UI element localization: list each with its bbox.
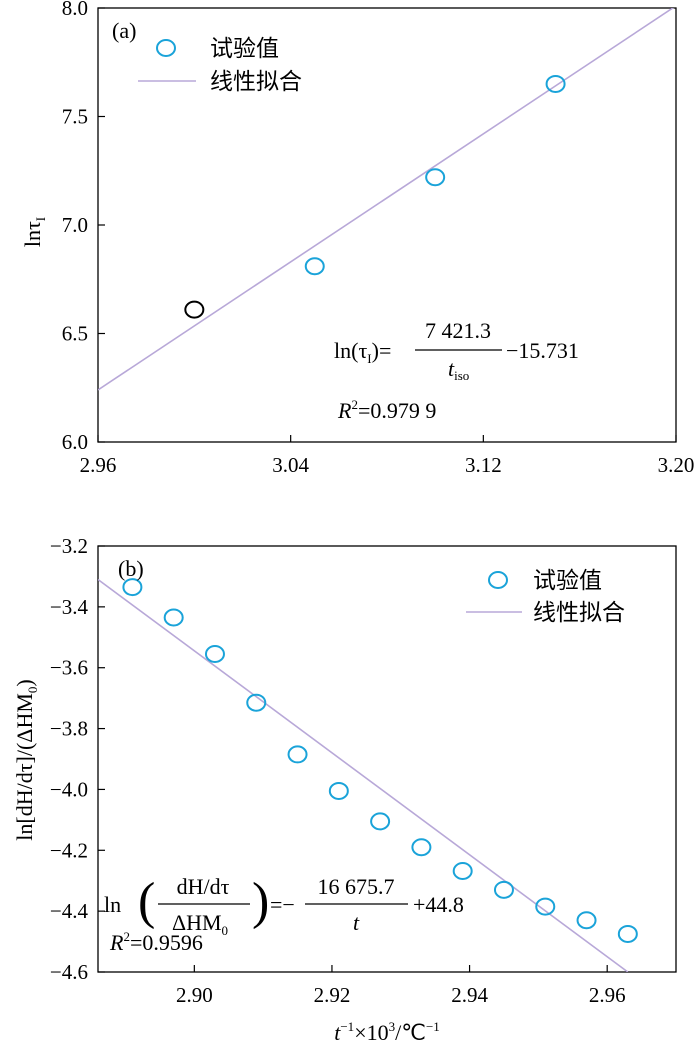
panel-a-legend: 试验值 线性拟合: [138, 36, 302, 95]
panel-b-label: (b): [118, 556, 144, 581]
legend-points-label: 试验值: [533, 568, 602, 594]
equation-right-paren: ): [252, 873, 269, 930]
data-point: [328, 781, 349, 800]
y-tick-label: 7.0: [62, 213, 88, 237]
equation-numerator: 7 421.3: [425, 318, 491, 343]
data-point: [287, 745, 308, 764]
equation-lhs: ln(τI)=: [334, 338, 391, 366]
x-tick-label: 3.20: [658, 453, 695, 477]
y-tick-label: 7.5: [62, 105, 88, 129]
equation-frac1-numerator: dH/dτ: [177, 874, 230, 899]
data-point: [163, 608, 184, 627]
data-point: [246, 693, 267, 712]
equation-frac2-denominator: t: [353, 910, 360, 935]
x-tick-label: 2.90: [176, 983, 213, 1007]
data-point: [204, 645, 225, 664]
panel-a: 2.96 3.04 3.12 3.20 6.0 6.5 7.0 7.5 8.0 (a) lnτI…: [20, 0, 694, 477]
equation-equals: =−: [270, 892, 295, 917]
panel-b-legend: 试验值 线性拟合: [466, 568, 625, 626]
data-point: [370, 812, 391, 831]
panel-a-equation: ln(τI)= 7 421.3 tiso −15.731 R2=0.979 9: [334, 318, 579, 423]
data-point: [425, 168, 446, 187]
panel-b: 2.90 2.92 2.94 2.96 −3.2 −3.4 −3.6 −3.8 −4.0 −4.2…: [12, 534, 677, 1045]
data-point: [493, 880, 514, 899]
legend-line-label: 线性拟合: [210, 69, 302, 95]
data-point: [535, 897, 556, 916]
legend-marker-icon: [488, 571, 508, 589]
data-point: [617, 924, 638, 943]
panel-b-ylabel: ln[dH/dτ]/(ΔHM0): [12, 679, 40, 840]
x-tick-label: 3.04: [272, 453, 309, 477]
panel-a-fit-line-group: [98, 8, 675, 391]
panel-b-points-group: [122, 578, 638, 943]
legend-points-label: 试验值: [210, 36, 279, 62]
data-point: [184, 300, 205, 319]
y-tick-label: −4.6: [50, 960, 88, 984]
panel-a-frame: [97, 7, 677, 443]
equation-denominator: tiso: [448, 356, 469, 383]
panel-a-label: (a): [112, 18, 136, 43]
equation-ln: ln: [104, 892, 121, 917]
data-point: [304, 257, 325, 276]
panel-b-fit-line-group: [98, 578, 629, 972]
y-tick-label: −4.0: [50, 777, 88, 801]
x-tick-label: 2.96: [589, 983, 626, 1007]
x-tick-label: 2.92: [314, 983, 351, 1007]
fit-line: [98, 578, 629, 972]
panel-a-points-group: [184, 74, 566, 319]
panel-b-equation: ln ( dH/dτ ΔHM0 ) =− 16 675.7 t +44.8 R2…: [104, 873, 464, 955]
equation-tail: −15.731: [506, 338, 579, 363]
legend-line-label: 线性拟合: [533, 600, 625, 626]
y-tick-label: −3.4: [50, 595, 89, 619]
y-tick-label: −4.4: [50, 899, 89, 923]
x-tick-label: 3.12: [465, 453, 502, 477]
equation-r2: R2=0.979 9: [337, 397, 436, 423]
data-point: [411, 838, 432, 857]
y-tick-label: −3.6: [50, 656, 88, 680]
y-tick-label: −4.2: [50, 838, 88, 862]
data-point: [122, 578, 143, 597]
panel-b-ticks-group: 2.90 2.92 2.94 2.96 −3.2 −3.4 −3.6 −3.8 −4.0 −4.2…: [50, 534, 626, 1007]
x-tick-label: 2.96: [80, 453, 117, 477]
y-tick-label: −3.2: [50, 534, 88, 558]
y-tick-label: 8.0: [62, 0, 88, 20]
y-tick-label: 6.5: [62, 322, 88, 346]
panel-b-frame: [97, 545, 677, 973]
data-point: [452, 861, 473, 880]
panel-a-ylabel: lnτI: [20, 217, 48, 247]
y-tick-label: 6.0: [62, 430, 88, 454]
y-tick-label: −3.8: [50, 717, 88, 741]
legend-marker-icon: [156, 39, 176, 57]
equation-tail: +44.8: [413, 892, 464, 917]
equation-frac1-denominator: ΔHM0: [172, 910, 228, 938]
equation-r2: R2=0.9596: [109, 929, 203, 955]
panel-a-ticks-group: 2.96 3.04 3.12 3.20 6.0 6.5 7.0 7.5 8.0: [62, 0, 695, 477]
x-tick-label: 2.94: [451, 983, 488, 1007]
data-point: [545, 74, 566, 93]
equation-left-paren: (: [138, 873, 155, 930]
panel-b-xlabel: t−1×103/℃−1: [334, 1019, 440, 1045]
fit-line: [98, 8, 675, 391]
data-point: [576, 911, 597, 930]
equation-frac2-numerator: 16 675.7: [318, 874, 395, 899]
